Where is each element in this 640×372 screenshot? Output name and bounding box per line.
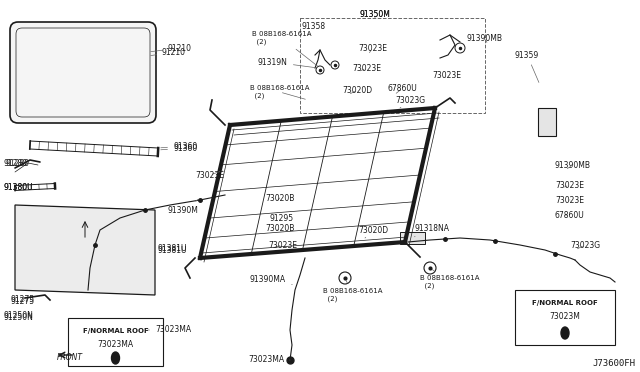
Text: B 08B168-6161A
  (2): B 08B168-6161A (2) xyxy=(420,270,479,289)
Text: 91275: 91275 xyxy=(10,298,34,307)
Text: 91390MB: 91390MB xyxy=(555,160,591,170)
Bar xyxy=(515,290,615,345)
Text: 73023E: 73023E xyxy=(268,241,297,250)
Text: 73023MA: 73023MA xyxy=(148,326,191,334)
Text: 91381U: 91381U xyxy=(155,244,188,253)
Ellipse shape xyxy=(561,327,569,339)
Text: 67860U: 67860U xyxy=(388,83,418,93)
Text: 91390MB: 91390MB xyxy=(467,33,503,42)
Text: 73023MA: 73023MA xyxy=(248,356,290,365)
Text: 91280: 91280 xyxy=(5,158,29,167)
Text: 91295: 91295 xyxy=(270,214,294,222)
Text: 73023MA: 73023MA xyxy=(97,340,134,349)
Text: 73023G: 73023G xyxy=(570,241,600,250)
Text: 73020B: 73020B xyxy=(265,193,294,202)
Text: 91390M: 91390M xyxy=(168,200,199,215)
Text: 91280: 91280 xyxy=(3,158,27,167)
Text: 91380U: 91380U xyxy=(3,183,33,192)
Text: 91380U: 91380U xyxy=(3,183,33,192)
Text: 91318NA: 91318NA xyxy=(415,224,450,237)
Text: F/NORMAL ROOF: F/NORMAL ROOF xyxy=(83,328,148,334)
Text: 91350M: 91350M xyxy=(360,10,390,19)
Text: FRONT: FRONT xyxy=(57,353,83,362)
Text: 91350M: 91350M xyxy=(360,10,390,19)
Text: 91319N: 91319N xyxy=(258,58,316,68)
Text: 91360: 91360 xyxy=(161,144,197,153)
Text: B 08B168-6161A
  (2): B 08B168-6161A (2) xyxy=(252,31,318,66)
Bar xyxy=(538,108,556,136)
Text: 91210: 91210 xyxy=(151,48,186,57)
Text: 91390MA: 91390MA xyxy=(250,276,292,285)
Text: 73020D: 73020D xyxy=(358,225,388,238)
FancyBboxPatch shape xyxy=(10,22,156,123)
Text: 67860U: 67860U xyxy=(555,211,585,219)
Text: 91381U: 91381U xyxy=(155,246,188,255)
Text: 91250N: 91250N xyxy=(3,312,33,321)
Text: B 08B168-6161A
  (2): B 08B168-6161A (2) xyxy=(250,85,310,99)
Text: 73020D: 73020D xyxy=(342,86,372,94)
Text: 73023E: 73023E xyxy=(358,44,387,53)
Text: 91359: 91359 xyxy=(515,51,540,83)
Ellipse shape xyxy=(111,352,120,364)
Text: 73023G: 73023G xyxy=(395,96,425,108)
Text: 91210: 91210 xyxy=(151,44,192,52)
Text: 73023E: 73023E xyxy=(555,180,584,189)
Text: 73023M: 73023M xyxy=(550,312,580,321)
Text: 73020B: 73020B xyxy=(265,224,294,232)
Text: 91358: 91358 xyxy=(302,22,326,35)
Text: B 08B168-6161A
  (2): B 08B168-6161A (2) xyxy=(323,280,383,302)
Text: 91250N: 91250N xyxy=(3,311,33,320)
Text: 73023E: 73023E xyxy=(432,71,461,80)
Text: 73023E: 73023E xyxy=(352,64,381,73)
Text: 73023E: 73023E xyxy=(555,196,584,205)
Bar xyxy=(68,318,163,366)
Text: 91360: 91360 xyxy=(161,141,197,151)
Text: 91275: 91275 xyxy=(10,295,34,305)
Text: 73023E: 73023E xyxy=(195,170,224,180)
Bar xyxy=(300,18,485,113)
Text: F/NORMAL ROOF: F/NORMAL ROOF xyxy=(532,300,598,306)
Polygon shape xyxy=(15,205,155,295)
Text: J73600FH: J73600FH xyxy=(592,359,635,368)
Bar xyxy=(400,232,425,244)
